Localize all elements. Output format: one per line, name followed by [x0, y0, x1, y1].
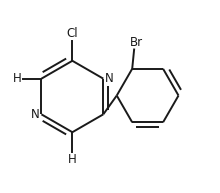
- Text: H: H: [68, 153, 77, 166]
- Text: Br: Br: [130, 36, 143, 48]
- Text: Cl: Cl: [67, 27, 78, 40]
- Text: N: N: [105, 72, 114, 85]
- Text: H: H: [13, 72, 22, 85]
- Text: N: N: [31, 108, 40, 121]
